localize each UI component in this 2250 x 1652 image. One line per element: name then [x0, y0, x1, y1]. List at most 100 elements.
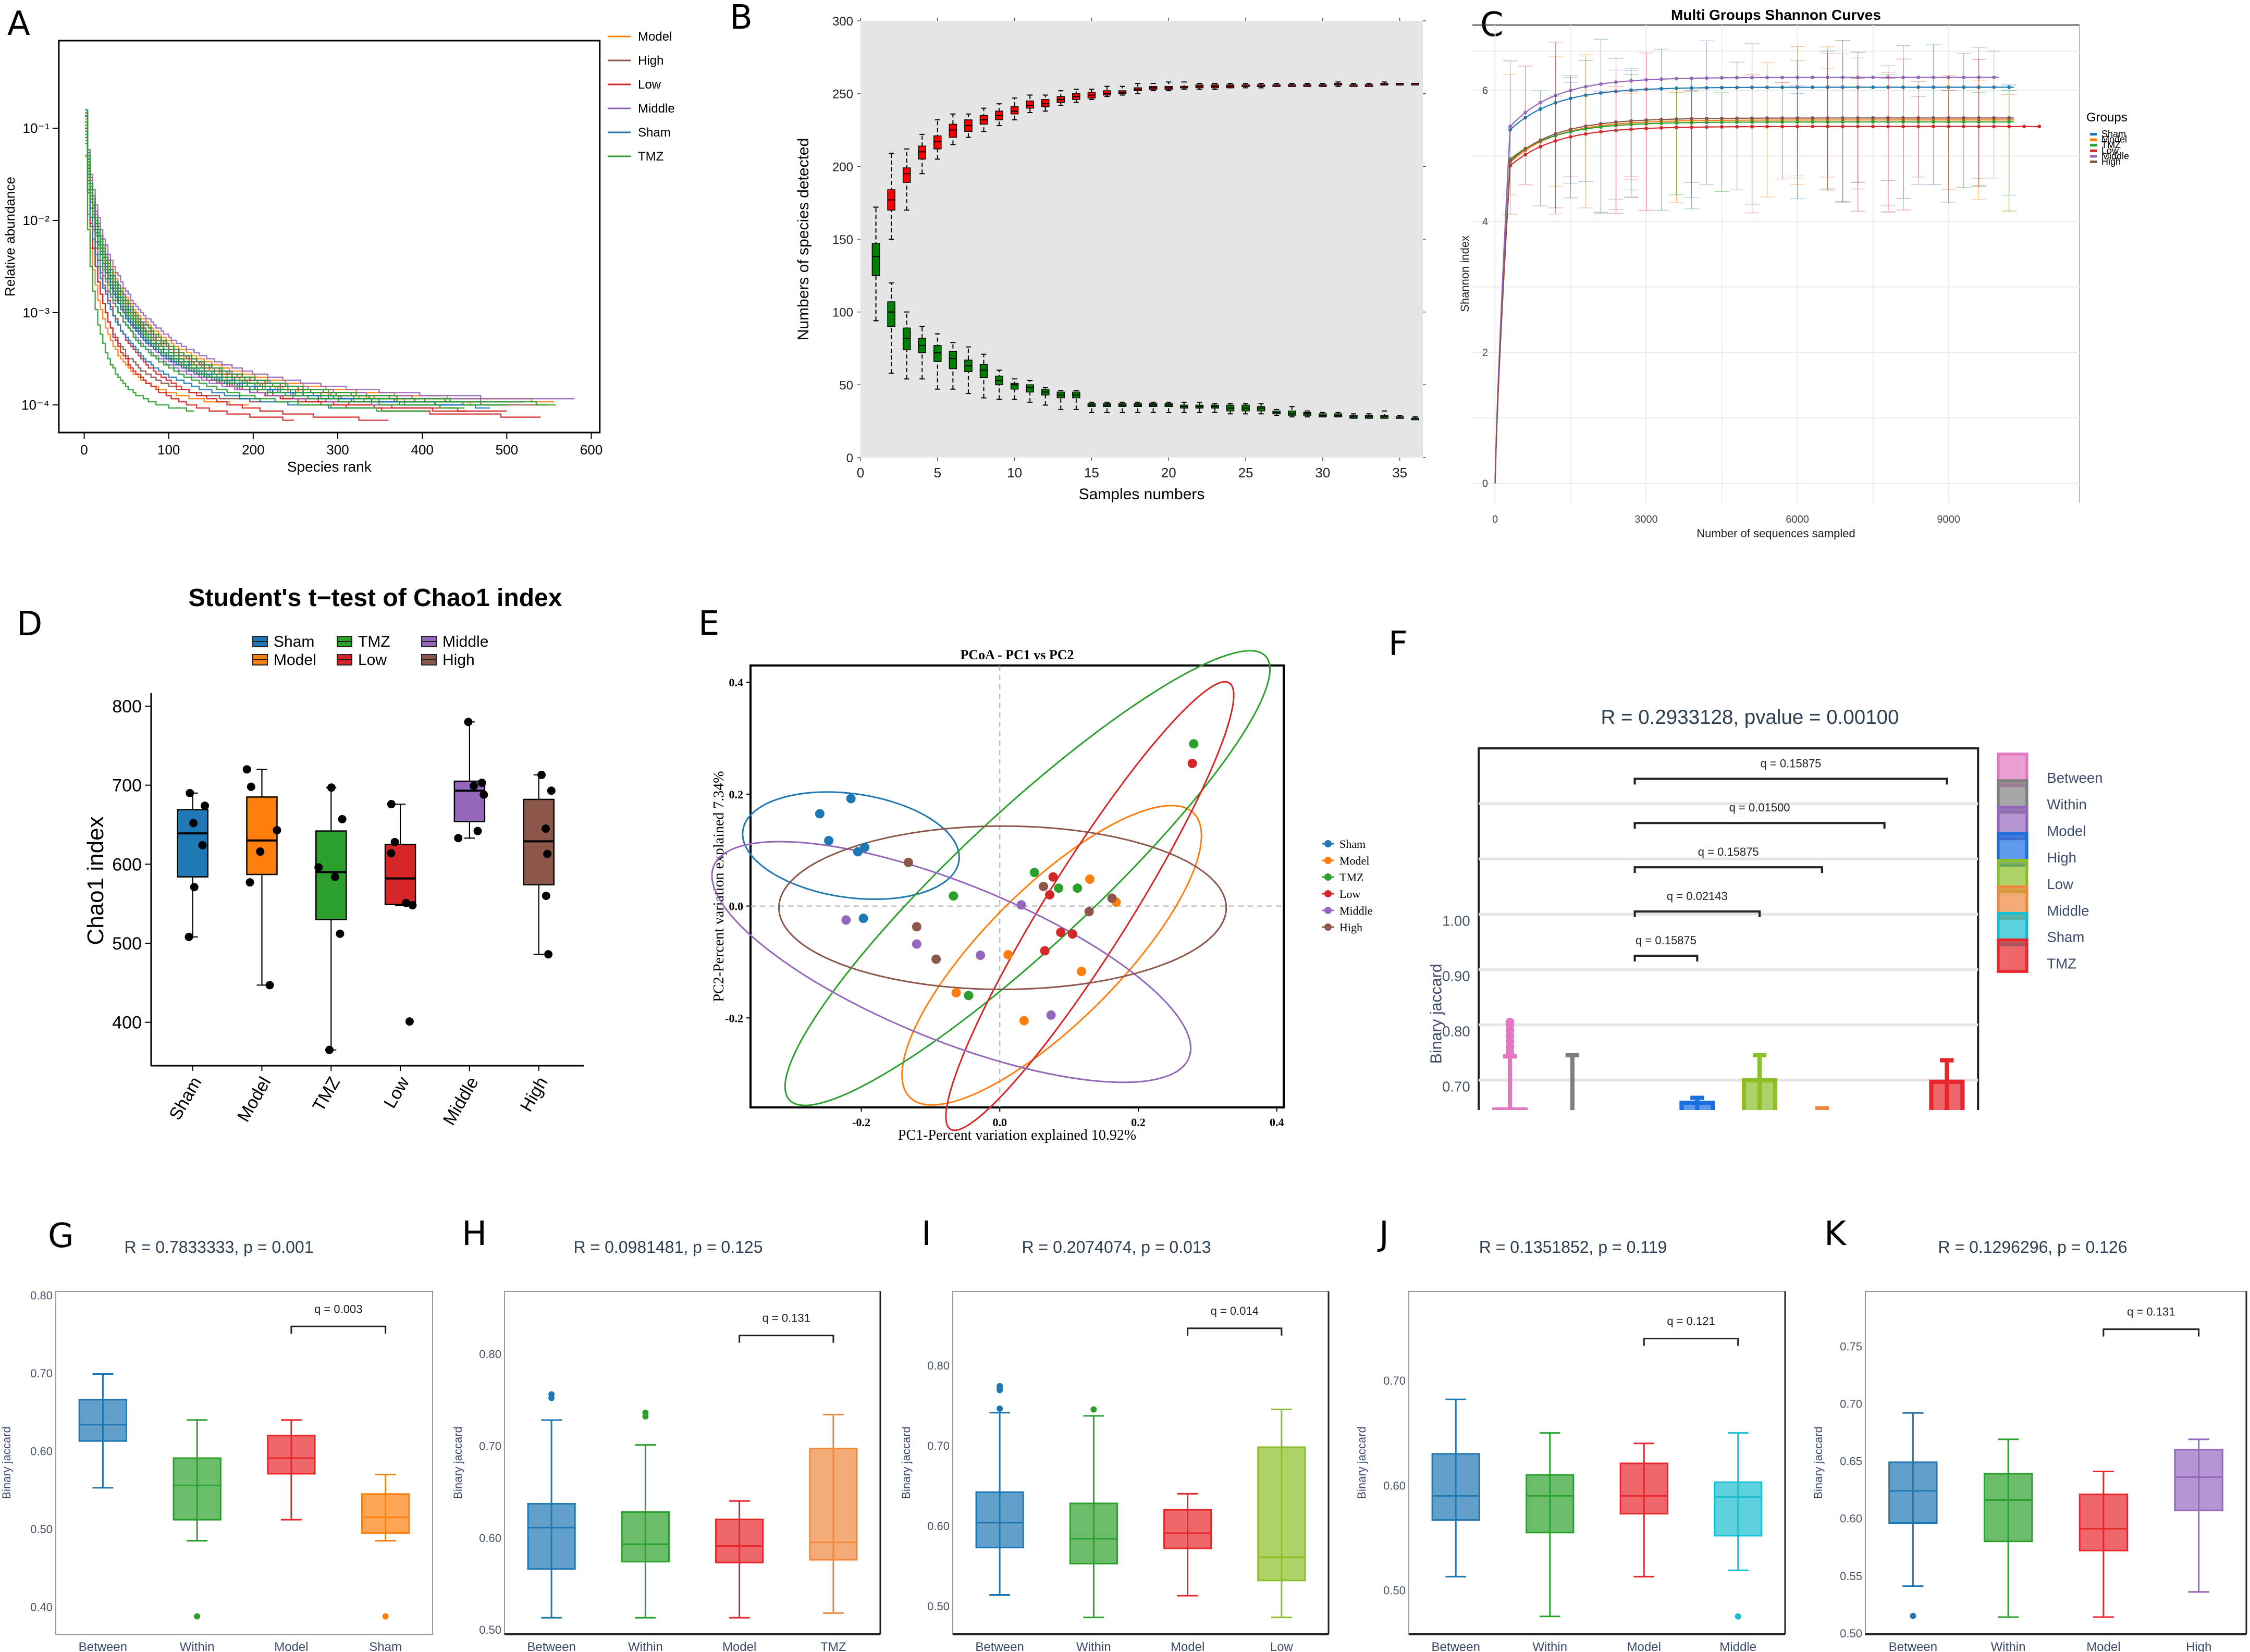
point-model [1019, 1016, 1029, 1026]
y-tick-label: 0 [1482, 478, 1488, 489]
x-tick-label: High [517, 1074, 552, 1115]
curve-point [1584, 132, 1588, 136]
x-tick-label: 500 [496, 442, 518, 458]
data-point [542, 824, 550, 833]
y-axis-label: Shannon index [1459, 236, 1471, 312]
y-tick-label: 0.70 [479, 1439, 501, 1452]
curve-point [1644, 78, 1649, 82]
q-value-label: q = 0.131 [763, 1312, 810, 1325]
chart-c-shannon-curves: 0 3000 6000 9000 0 2 4 6 Multi Groups Shannon Cu… [1459, 7, 2129, 540]
series-line-high [85, 115, 414, 403]
legend-title: Groups [2086, 110, 2128, 125]
curve-point [1690, 76, 1694, 80]
curve-point [1675, 77, 1679, 81]
y-tick-label: 4 [1482, 216, 1488, 228]
legend-swatch-low [2090, 149, 2097, 152]
y-tick-label: 300 [832, 15, 853, 29]
legend-label-model: Model [1339, 854, 1369, 867]
series-line-middle [85, 109, 575, 400]
chart-title: Multi Groups Shannon Curves [1671, 7, 1881, 23]
point-sham [858, 914, 868, 923]
curve-point [1992, 116, 1996, 120]
chart-a-rank-abundance: 0 100 200 300 400 500 600 10⁻¹ 10⁻² 10⁻³ 10⁻⁴ Speci… [2, 30, 675, 475]
x-tick-label: Sham [165, 1074, 205, 1124]
point-high [1107, 893, 1117, 903]
outlier-point [548, 1391, 555, 1398]
y-tick-label: 0.60 [30, 1445, 53, 1458]
data-point [387, 849, 396, 858]
x-tick-label: TMZ [820, 1640, 846, 1652]
chart-title: R = 0.1296296, p = 0.126 [1938, 1238, 2128, 1256]
legend-label-middle: Middle [2047, 903, 2089, 919]
ellipse-sham [742, 791, 960, 901]
data-point [537, 770, 546, 779]
box-between [1431, 1453, 1480, 1521]
chart-f-anosim-all: 0.400.500.600.700.800.901.00R = 0.293312… [1428, 706, 2103, 1110]
y-tick-label: -0.2 [725, 1012, 743, 1025]
y-tick-label: 0.70 [1383, 1374, 1406, 1387]
legend-label-tmz: TMZ [2047, 956, 2076, 972]
panel-label-a: A [7, 5, 30, 43]
curve-model [1494, 119, 2014, 484]
legend-label-sham: Sham [2101, 129, 2126, 139]
q-value-label: q = 0.02143 [1667, 890, 1728, 903]
x-axis-label: Samples numbers [1079, 486, 1205, 503]
legend-marker-high [1324, 923, 1332, 931]
chart-title: R = 0.2074074, p = 0.013 [1022, 1238, 1211, 1256]
x-tick-label: Between [79, 1640, 127, 1652]
data-point [273, 826, 281, 835]
x-tick-label: Between [975, 1640, 1024, 1652]
box-model [715, 1518, 764, 1563]
legend-label-tmz: TMZ [1339, 871, 1363, 884]
x-tick-label: 25 [1238, 465, 1253, 480]
x-tick-label: Low [380, 1074, 413, 1112]
curve-point [1675, 117, 1679, 121]
box-low [1257, 1446, 1306, 1582]
box-between [1888, 1461, 1938, 1524]
box-core [871, 243, 880, 276]
data-point [185, 932, 193, 941]
x-tick-label: Within [628, 1640, 663, 1652]
curve-point [1720, 85, 1724, 90]
series-line-low [85, 137, 507, 412]
curve-point [1584, 124, 1588, 128]
y-axis-label: Binary jaccard [902, 1426, 913, 1499]
point-middle [841, 915, 851, 925]
x-tick-label: Model [2086, 1640, 2120, 1652]
ellipse-low [945, 681, 1235, 1131]
box-core [887, 301, 895, 327]
y-tick-label: 0.50 [927, 1600, 950, 1613]
panel-label-h: H [462, 1215, 487, 1253]
curve-high [1494, 117, 2014, 484]
data-point [201, 802, 210, 810]
chart-e-pcoa: -0.2 0.0 0.2 0.4 -0.2 0.0 0.2 0.4 PCoA - PC1 vs … [711, 647, 1373, 1143]
y-tick-label: 0.60 [927, 1520, 950, 1533]
curve-tmz [1494, 121, 2014, 484]
y-tick-label: 0.70 [1442, 1079, 1470, 1095]
plot-frame [55, 1291, 433, 1635]
curve-point [1765, 120, 1769, 124]
curve-point [1962, 125, 1966, 129]
y-axis-label: Relative abundance [2, 177, 18, 297]
outlier-point [1910, 1612, 1916, 1619]
curve-point [1871, 85, 1875, 89]
curve-point [1659, 126, 1664, 130]
curve-point [2007, 125, 2011, 129]
y-tick-label: 0.70 [1840, 1398, 1862, 1411]
significance-bracket [2103, 1328, 2200, 1337]
point-sham [824, 835, 834, 845]
y-tick-label: 800 [112, 697, 142, 717]
box-pan [918, 145, 926, 160]
box-model [246, 796, 278, 876]
x-tick-label: Between [1432, 1640, 1480, 1652]
curve-point [1871, 76, 1875, 80]
curve-point [1599, 122, 1603, 126]
curve-point [1962, 75, 1966, 79]
panel-f-scaled-group: 0.400.500.600.700.800.901.00R = 0.293312… [1428, 706, 2103, 1110]
box-high [1679, 1101, 1715, 1110]
y-axis-label: Binary jaccard [0, 1426, 13, 1499]
outlier-point [642, 1409, 649, 1416]
curve-point [1932, 120, 1936, 124]
series-line-sham [85, 115, 461, 406]
y-tick-label: 200 [832, 160, 853, 174]
